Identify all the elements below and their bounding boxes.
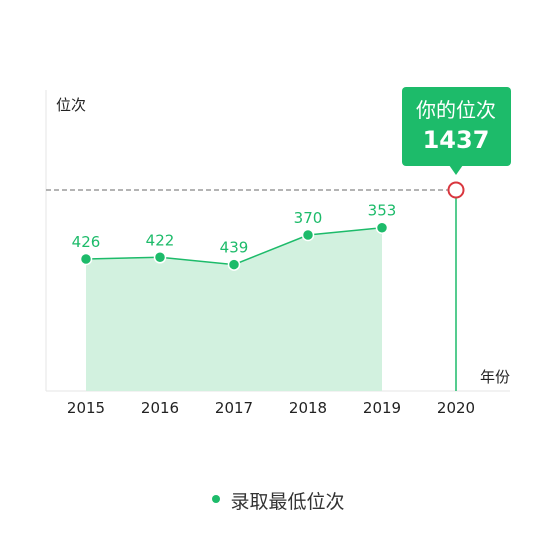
legend-marker bbox=[212, 494, 221, 503]
x-tick-label: 2017 bbox=[215, 399, 253, 417]
callout-box bbox=[402, 87, 511, 166]
callout-title: 你的位次 bbox=[416, 98, 496, 122]
x-tick-label: 2019 bbox=[363, 399, 401, 417]
x-tick-label: 2015 bbox=[67, 399, 105, 417]
line-layer: 426 422 439 370 353 bbox=[72, 202, 397, 271]
data-label: 370 bbox=[294, 209, 323, 227]
x-tick-label: 2016 bbox=[141, 399, 179, 417]
area-layer bbox=[86, 227, 382, 391]
data-point[interactable] bbox=[153, 251, 167, 264]
series-area bbox=[86, 227, 382, 391]
data-label: 422 bbox=[146, 231, 175, 249]
callout-pointer bbox=[449, 165, 463, 175]
data-point[interactable] bbox=[301, 228, 315, 242]
prediction-callout: 你的位次 1437 bbox=[402, 87, 511, 175]
data-point[interactable] bbox=[227, 258, 241, 271]
callout-value: 1437 bbox=[423, 126, 490, 154]
data-point[interactable] bbox=[79, 252, 93, 266]
x-tick-label: 2018 bbox=[289, 399, 327, 417]
data-point[interactable] bbox=[375, 221, 389, 234]
data-label: 426 bbox=[72, 233, 101, 251]
x-tick-labels: 2015 2016 2017 2018 2019 2020 bbox=[67, 399, 475, 417]
data-label: 353 bbox=[368, 202, 397, 220]
data-label: 439 bbox=[220, 239, 249, 257]
legend-label: 录取最低位次 bbox=[230, 491, 345, 513]
prediction-marker[interactable] bbox=[447, 181, 465, 199]
x-axis-label: 年份 bbox=[480, 368, 510, 386]
legend[interactable]: 录取最低位次 bbox=[0, 487, 557, 514]
x-tick-label: 2020 bbox=[437, 399, 475, 417]
y-axis-label: 位次 bbox=[56, 96, 86, 114]
